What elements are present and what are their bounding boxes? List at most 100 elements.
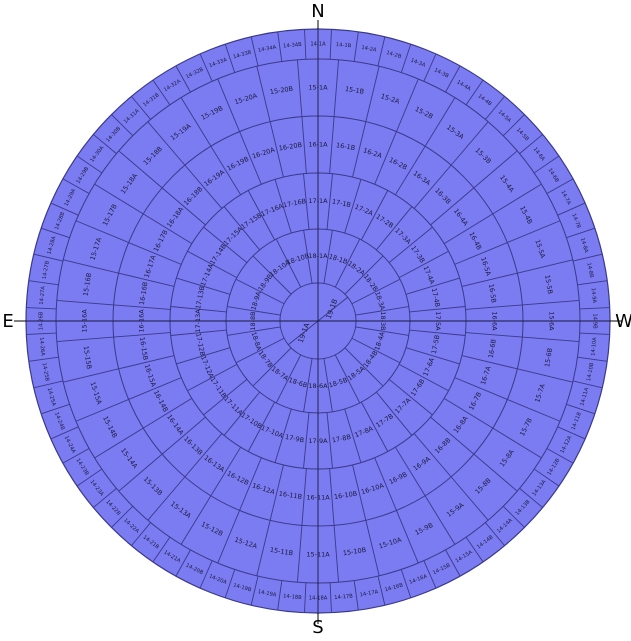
- sector-divider: [566, 227, 596, 239]
- sector-divider: [394, 145, 426, 196]
- sector-divider: [50, 202, 79, 216]
- sector-divider: [398, 363, 449, 392]
- sector-divider: [333, 525, 340, 583]
- sector-divider: [76, 468, 103, 487]
- panel-label: 15-1B: [344, 85, 364, 96]
- sector-divider: [353, 580, 359, 611]
- sector-divider: [94, 183, 144, 215]
- sector-divider: [423, 560, 437, 589]
- sector-divider: [557, 426, 586, 440]
- sector-divider: [454, 242, 508, 265]
- sector-divider: [40, 227, 70, 239]
- panel-label: 17-4B: [430, 287, 442, 307]
- sector-divider: [430, 416, 475, 455]
- sector-divider: [450, 476, 489, 521]
- sector-divider: [93, 134, 117, 154]
- sector-divider: [239, 131, 262, 185]
- sector-divider: [277, 31, 283, 62]
- sector-divider: [303, 230, 313, 284]
- sector-divider: [334, 354, 361, 404]
- sector-divider: [26, 307, 57, 310]
- sector-divider: [409, 329, 466, 336]
- sector-divider: [111, 505, 134, 528]
- panel-label: 14-2B: [385, 50, 402, 60]
- sector-divider: [326, 412, 333, 469]
- sector-divider: [275, 238, 302, 288]
- sector-divider: [377, 575, 386, 606]
- sector-divider: [557, 202, 586, 216]
- panel-label: 14-10A: [590, 337, 598, 357]
- sector-divider: [210, 446, 242, 497]
- sector-divider: [111, 114, 134, 137]
- sector-divider: [247, 401, 276, 452]
- sector-divider: [355, 326, 409, 336]
- sector-divider: [224, 43, 236, 73]
- panel-label: 15-6B: [543, 347, 554, 367]
- sector-divider: [409, 306, 466, 313]
- sector-divider: [352, 464, 367, 521]
- sector-divider: [454, 377, 508, 400]
- sector-divider: [360, 401, 389, 452]
- sector-divider: [28, 356, 59, 362]
- sector-divider: [502, 114, 525, 137]
- panel-label: 14-17A: [359, 589, 379, 598]
- sector-divider: [351, 278, 401, 305]
- sector-divider: [63, 259, 119, 274]
- panel-label: 15-5B: [543, 274, 554, 294]
- sector-divider: [400, 43, 412, 73]
- panel-label: 14-34A: [257, 44, 277, 53]
- sector-divider: [546, 448, 574, 464]
- sector-divider: [388, 379, 433, 416]
- sector-divider: [522, 299, 580, 306]
- sector-divider: [235, 278, 285, 305]
- sector-divider: [152, 536, 171, 563]
- sector-divider: [519, 488, 543, 508]
- sector-divider: [577, 356, 608, 362]
- sector-divider: [465, 304, 523, 310]
- sector-divider: [301, 116, 307, 174]
- sector-divider: [450, 121, 489, 166]
- sector-divider: [517, 259, 573, 274]
- sector-divider: [199, 53, 213, 82]
- sector-divider: [250, 36, 259, 67]
- sector-divider: [33, 253, 64, 262]
- panel-label: 14-27A: [39, 285, 47, 305]
- sector-divider: [170, 306, 227, 313]
- sector-divider: [352, 121, 367, 178]
- sector-divider: [519, 134, 543, 154]
- panel-label: 15-16B: [82, 272, 94, 296]
- south-label: S: [312, 617, 323, 637]
- sector-divider: [93, 488, 117, 508]
- sector-divider: [423, 53, 437, 82]
- sector-divider: [118, 272, 175, 287]
- panel-label: 14-7B: [570, 213, 581, 230]
- panel-label: 14-16B: [384, 582, 404, 593]
- sector-divider: [40, 403, 70, 415]
- sector-divider: [75, 220, 129, 243]
- panel-label: 14-28A: [47, 235, 58, 255]
- sector-divider: [413, 164, 452, 209]
- sector-divider: [217, 78, 240, 132]
- east-label: E: [2, 311, 13, 332]
- sector-divider: [256, 520, 271, 576]
- sector-divider: [517, 368, 573, 383]
- sector-divider: [465, 536, 484, 563]
- panel-label: 14-19B: [232, 582, 252, 593]
- sector-divider: [250, 575, 259, 606]
- west-label: W: [615, 311, 631, 332]
- sector-divider: [344, 347, 384, 387]
- sector-divider: [187, 250, 238, 279]
- sector-divider: [572, 253, 603, 262]
- sector-divider: [175, 65, 191, 93]
- sector-divider: [304, 29, 307, 60]
- sector-divider: [579, 307, 610, 310]
- sector-divider: [184, 164, 223, 209]
- panel-label: 16-11B: [278, 490, 302, 502]
- sector-divider: [465, 79, 484, 106]
- sector-divider: [62, 448, 90, 464]
- panel-label: 14-1B: [336, 42, 352, 49]
- sector-divider: [203, 379, 248, 416]
- sector-divider: [507, 220, 561, 243]
- panel-label: 16-5B: [487, 283, 498, 303]
- sector-divider: [424, 495, 456, 545]
